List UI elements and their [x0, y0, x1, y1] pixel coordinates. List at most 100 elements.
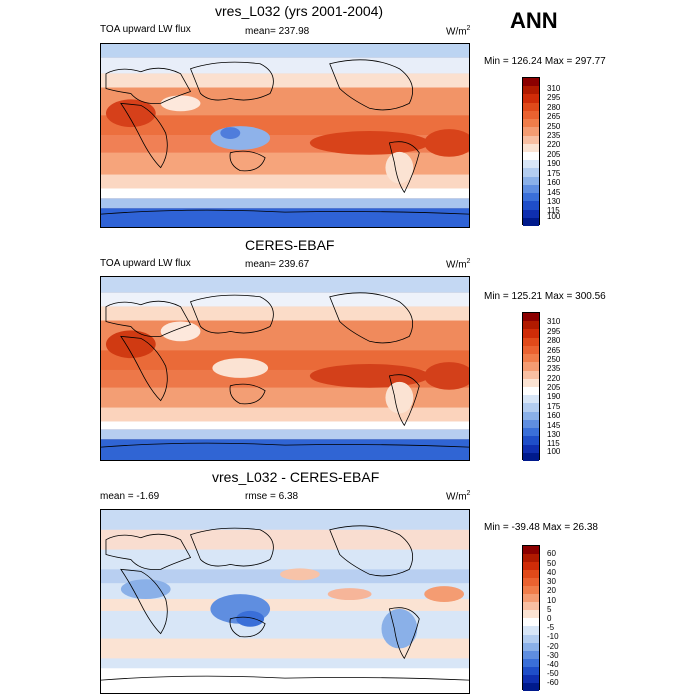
colorbar-tick-label: 145	[547, 188, 561, 197]
colorbar-swatch	[523, 602, 539, 611]
panel2-minmax: Min = 125.21 Max = 300.56	[484, 291, 606, 302]
colorbar-swatch	[523, 594, 539, 603]
colorbar-swatch	[523, 313, 539, 322]
colorbar-swatch	[523, 618, 539, 627]
panel2-map	[100, 276, 470, 461]
colorbar-tick-label: 220	[547, 374, 561, 383]
panel2-title: CERES-EBAF	[245, 237, 335, 253]
colorbar-tick-label: 20	[547, 586, 556, 595]
colorbar-tick-label: 250	[547, 122, 561, 131]
colorbar-tick-label: 130	[547, 430, 561, 439]
colorbar-swatch	[523, 411, 539, 420]
panel3-rmse-label: rmse = 6.38	[245, 491, 299, 502]
colorbar-swatch	[523, 554, 539, 563]
colorbar-swatch	[523, 436, 539, 445]
colorbar-tick-label: 50	[547, 559, 556, 568]
colorbar-swatch	[523, 386, 539, 396]
colorbar-tick-label: 100	[547, 447, 561, 456]
colorbar-tick-label: 235	[547, 364, 561, 373]
colorbar-swatch	[523, 444, 539, 453]
colorbar-tick-label: 175	[547, 169, 561, 178]
colorbar-tick-label: 40	[547, 568, 556, 577]
colorbar-tick-label: 250	[547, 355, 561, 364]
colorbar-swatch	[523, 395, 539, 404]
colorbar-tick-label: 190	[547, 159, 561, 168]
colorbar-tick-label: 190	[547, 392, 561, 401]
panel2-colorbar	[522, 312, 540, 461]
panel1-title: vres_L032 (yrs 2001-2004)	[215, 3, 384, 19]
colorbar-tick-label: 0	[547, 614, 552, 623]
colorbar-swatch	[523, 634, 539, 643]
colorbar-swatch	[523, 570, 539, 579]
colorbar-swatch	[523, 86, 539, 95]
colorbar-swatch	[523, 345, 539, 355]
colorbar-swatch	[523, 135, 539, 144]
panel2-units: W/m2	[446, 258, 471, 271]
colorbar-tick-label: 115	[547, 439, 560, 448]
colorbar-swatch	[523, 610, 539, 619]
colorbar-swatch	[523, 354, 539, 363]
colorbar-swatch	[523, 329, 539, 338]
colorbar-swatch	[523, 94, 539, 103]
panel1-units: W/m2	[446, 25, 471, 38]
colorbar-swatch	[523, 403, 539, 412]
colorbar-swatch	[523, 209, 539, 218]
panel1-map	[100, 43, 470, 228]
colorbar-swatch	[523, 362, 539, 371]
colorbar-tick-label: -60	[547, 678, 559, 687]
panel1-mean-label: mean= 237.98	[245, 26, 310, 37]
colorbar-swatch	[523, 127, 539, 136]
colorbar-swatch	[523, 143, 539, 152]
colorbar-tick-label: 205	[547, 150, 561, 159]
colorbar-tick-label: -40	[547, 660, 559, 669]
colorbar-tick-label: -5	[547, 623, 555, 632]
colorbar-swatch	[523, 626, 539, 635]
colorbar-tick-label: 220	[547, 140, 561, 149]
colorbar-tick-label: 130	[547, 197, 561, 206]
panel3-mean-label: mean = -1.69	[100, 491, 160, 502]
colorbar-tick-label: 160	[547, 411, 561, 420]
panel3-minmax: Min = -39.48 Max = 26.38	[484, 522, 598, 533]
panel2-mean-label: mean= 239.67	[245, 259, 310, 270]
colorbar-swatch	[523, 674, 539, 683]
panel1-colorbar	[522, 77, 540, 226]
colorbar-tick-label: 5	[547, 605, 552, 614]
colorbar-swatch	[523, 419, 539, 429]
colorbar-tick-label: 175	[547, 402, 561, 411]
colorbar-tick-label: 280	[547, 103, 561, 112]
colorbar-tick-label: 310	[547, 317, 561, 326]
colorbar-swatch	[523, 119, 539, 128]
colorbar-swatch	[523, 78, 539, 87]
colorbar-swatch	[523, 578, 539, 587]
colorbar-swatch	[523, 682, 539, 691]
colorbar-swatch	[523, 650, 539, 659]
colorbar-tick-label: 235	[547, 131, 561, 140]
colorbar-swatch	[523, 217, 539, 226]
colorbar-tick-label: 265	[547, 112, 561, 121]
panel1-minmax: Min = 126.24 Max = 297.77	[484, 56, 606, 67]
panel1-variable-label: TOA upward LW flux	[100, 24, 191, 35]
colorbar-swatch	[523, 184, 539, 194]
colorbar-swatch	[523, 586, 539, 595]
colorbar-tick-label: 295	[547, 93, 561, 102]
colorbar-tick-label: 115	[547, 206, 560, 215]
colorbar-tick-label: 310	[547, 84, 561, 93]
panel3-title: vres_L032 - CERES-EBAF	[212, 469, 380, 485]
colorbar-swatch	[523, 428, 539, 437]
colorbar-tick-label: -30	[547, 651, 559, 660]
colorbar-tick-label: -50	[547, 669, 559, 678]
panel2-map-graphic	[101, 277, 469, 460]
colorbar-swatch	[523, 562, 539, 571]
colorbar-swatch	[523, 151, 539, 161]
colorbar-tick-label: -10	[547, 632, 559, 641]
colorbar-swatch	[523, 160, 539, 169]
colorbar-swatch	[523, 102, 539, 111]
colorbar-swatch	[523, 321, 539, 330]
colorbar-swatch	[523, 378, 539, 387]
colorbar-swatch	[523, 666, 539, 675]
panel2-variable-label: TOA upward LW flux	[100, 258, 191, 269]
panel3-map-graphic	[101, 510, 469, 693]
colorbar-swatch	[523, 658, 539, 667]
colorbar-swatch	[523, 642, 539, 651]
colorbar-swatch	[523, 176, 539, 185]
